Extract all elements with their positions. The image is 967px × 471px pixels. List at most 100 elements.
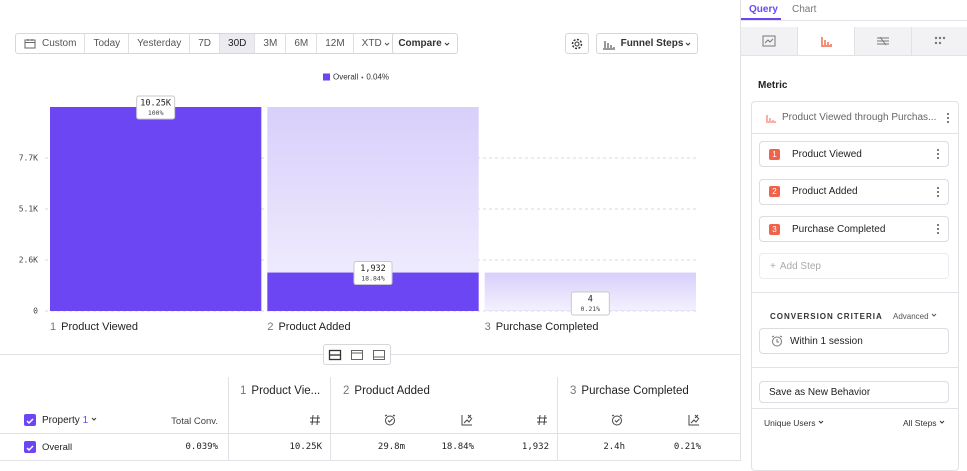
date-range[interactable]: 6M	[286, 34, 317, 53]
date-range-label: Custom	[42, 38, 76, 49]
chart-icon	[688, 414, 700, 426]
legend-separator	[361, 77, 363, 79]
date-range[interactable]: Yesterday	[129, 34, 190, 53]
date-range-label: 30D	[228, 38, 246, 49]
conversion-label: 18.84%	[361, 275, 385, 283]
category-number: 3	[485, 321, 491, 333]
save-label: Save as New Behavior	[769, 387, 870, 398]
checkbox[interactable]	[24, 441, 36, 453]
step-number: 2	[343, 385, 349, 397]
settings-button[interactable]	[565, 33, 589, 54]
category-label: Product Viewed	[61, 321, 138, 333]
data-label: 1,932	[360, 264, 386, 274]
table-cell: 1,932	[479, 442, 549, 452]
date-range[interactable]: 3M	[255, 34, 286, 53]
date-range-label: Today	[93, 38, 120, 49]
compare-button[interactable]: Compare	[392, 33, 458, 54]
col-divider	[228, 377, 229, 461]
metric-name-text: Product Viewed through Purchas...	[782, 112, 936, 123]
metric-label: Metric	[758, 80, 787, 91]
advanced[interactable]: Advanced	[893, 312, 939, 321]
count-by-label: Unique Users	[764, 418, 816, 428]
conversion-label: 100%	[148, 109, 164, 117]
view-toggle	[323, 344, 391, 365]
y-tick-label: 7.7K	[19, 154, 38, 163]
kebab[interactable]	[947, 113, 950, 125]
step-name: Product Vie...	[251, 385, 320, 397]
chart-type-button[interactable]: Funnel Steps	[596, 33, 698, 54]
clock-icon	[384, 414, 396, 426]
col-divider	[330, 377, 331, 461]
steps-filter-label: All Steps	[903, 418, 937, 428]
sidebar: Query Chart Metric Product Viewed throug…	[740, 0, 967, 461]
hash-icon	[309, 414, 321, 426]
y-tick-label: 2.6K	[19, 256, 38, 265]
date-range[interactable]: Today	[85, 34, 129, 53]
date-range-label: Yesterday	[137, 38, 181, 49]
step-number: 1	[240, 385, 246, 397]
add-step-label: Add Step	[780, 261, 821, 272]
chevron	[382, 40, 392, 48]
step-card[interactable]: 1 Product Viewed	[759, 141, 949, 167]
divider	[751, 408, 959, 409]
chevron	[442, 40, 452, 48]
date-range[interactable]: 7D	[190, 34, 220, 53]
table-cell: 29.8m	[335, 442, 405, 452]
compare-label: Compare	[398, 38, 441, 49]
count-by[interactable]: Unique Users	[764, 418, 826, 428]
view-tab[interactable]	[912, 27, 967, 55]
legend-swatch	[323, 74, 330, 81]
gear-icon	[570, 37, 584, 51]
row-divider	[0, 433, 740, 434]
chart-icon	[461, 414, 473, 426]
row-label: Overall	[42, 442, 72, 453]
kebab[interactable]	[937, 187, 940, 199]
step-badge: 1	[769, 149, 780, 160]
legend-label: Overall	[333, 73, 359, 82]
view-both[interactable]	[328, 349, 342, 361]
legend-conversion: 0.04%	[366, 73, 389, 82]
step-name: Product Viewed	[792, 149, 862, 160]
date-range[interactable]: 30D	[220, 34, 255, 53]
y-tick-label: 0	[33, 307, 38, 316]
property-label: Property	[42, 415, 80, 426]
hash-icon	[536, 414, 548, 426]
view-tab[interactable]	[855, 27, 912, 55]
category-number: 2	[267, 321, 273, 333]
view-tab[interactable]	[741, 27, 797, 55]
view-table[interactable]	[372, 349, 386, 361]
clock-icon	[611, 414, 623, 426]
y-tick-label: 5.1K	[19, 205, 38, 214]
window-label: Within 1 session	[790, 336, 863, 347]
data-label: 10.25K	[140, 99, 172, 109]
window-card[interactable]: Within 1 session	[759, 328, 949, 354]
step-name: Product Added	[792, 186, 858, 197]
bar	[50, 107, 261, 311]
table-cell: 10.25K	[252, 442, 322, 452]
checkbox[interactable]	[24, 414, 36, 426]
metric-name[interactable]: Product Viewed through Purchas...	[765, 112, 936, 123]
conversion-criteria: CONVERSION CRITERIA	[770, 312, 883, 321]
date-range[interactable]: 12M	[317, 34, 353, 53]
view-tab-selected[interactable]	[797, 27, 855, 55]
tab-chart[interactable]: Chart	[792, 4, 816, 15]
kebab[interactable]	[937, 224, 940, 236]
kebab[interactable]	[937, 149, 940, 161]
steps-filter[interactable]: All Steps	[903, 418, 947, 428]
row-total-conv: 0.039%	[150, 442, 218, 452]
save-button[interactable]: Save as New Behavior	[759, 381, 949, 403]
add-step[interactable]: +Add Step	[759, 253, 949, 279]
view-chart[interactable]	[350, 349, 364, 361]
chart-type-label: Funnel Steps	[621, 38, 684, 49]
tab-query[interactable]: Query	[749, 4, 778, 15]
property-header[interactable]: Property 1	[42, 415, 100, 426]
divider	[751, 133, 959, 134]
bars-icon	[601, 38, 617, 50]
divider	[751, 292, 959, 293]
data-label: 4	[588, 295, 593, 305]
date-range[interactable]: Custom	[16, 34, 85, 53]
